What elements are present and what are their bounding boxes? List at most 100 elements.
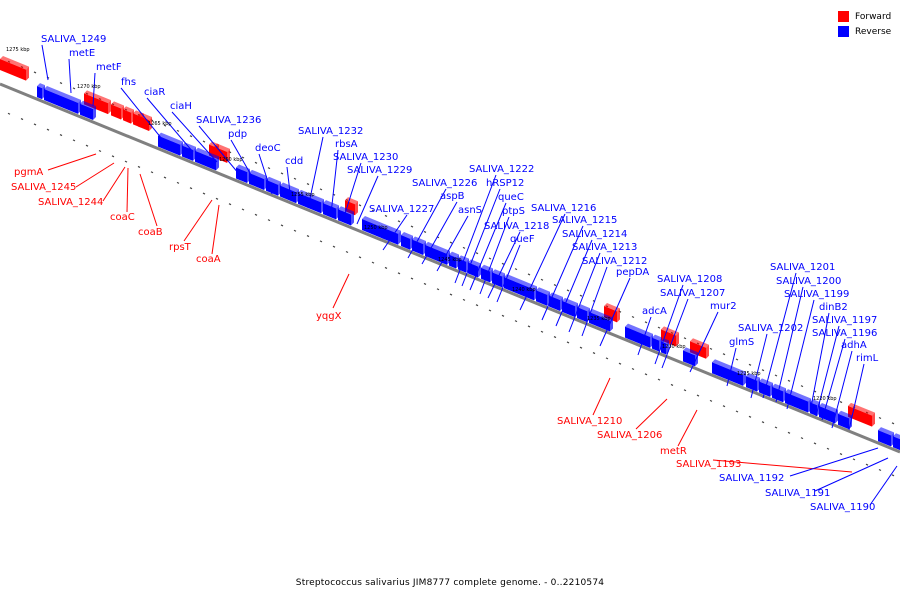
gene-label-SALIVA_1227: SALIVA_1227 [369,204,434,215]
tick-mark-lower [436,288,440,291]
tick-mark-upper [371,209,375,212]
gene-label-pdp: pdp [228,129,247,140]
tick-mark-upper [397,220,401,223]
tick-mark-lower [345,250,349,254]
tick-mark-upper [735,358,739,361]
tick-mark-upper [176,129,180,132]
gene-label-SALIVA_1191: SALIVA_1191 [765,488,830,499]
gene-label-fhs: fhs [121,77,136,88]
tick-label: 1220 kbp [813,396,837,402]
tick-mark-lower [774,426,778,429]
gene-leader-line [568,252,601,333]
tick-mark-lower [7,112,11,115]
tick-mark-lower [735,410,739,413]
gene-label-SALIVA_1215: SALIVA_1215 [552,215,617,226]
tick-mark-lower [20,118,24,121]
legend-item-reverse: Reverse [838,24,891,39]
tick-mark-upper [306,183,310,186]
gene-label-SALIVA_1222: SALIVA_1222 [469,164,534,175]
gene-leader-line [407,188,447,259]
tick-mark-upper [293,177,297,180]
tick-mark-upper [241,156,245,159]
tick-mark-lower [644,373,648,376]
reverse-gene-block [785,389,811,413]
gene-leader-line [120,87,167,145]
gene-label-SALIVA_1245: SALIVA_1245 [11,182,76,193]
gene-label-SALIVA_1216: SALIVA_1216 [531,203,596,214]
gene-leader-line [382,214,408,251]
tick-mark-lower [514,320,518,323]
tick-mark-lower [618,362,622,365]
tick-mark-lower [59,134,63,137]
tick-mark-lower [72,139,76,142]
tick-mark-lower [202,192,206,195]
gene-label-rbsA: rbsA [335,139,358,150]
forward-gene-block [111,101,124,120]
tick-mark-upper [644,321,648,324]
gene-label-SALIVA_1236: SALIVA_1236 [196,115,261,126]
tick-mark-lower [85,144,89,147]
gene-label-SALIVA_1190: SALIVA_1190 [810,502,875,513]
tick-mark-upper [59,82,63,85]
tick-mark-lower [189,187,193,190]
tick-mark-lower [670,383,674,386]
gene-leader-line [183,199,213,242]
gene-leader-line [258,153,273,195]
gene-leader-line [775,286,804,403]
tick-mark-lower [501,314,505,317]
tick-mark-lower [683,389,687,392]
gene-leader-line [786,299,815,410]
tick-mark-lower [566,341,570,344]
tick-mark-upper [267,167,271,170]
tick-mark-lower [787,431,791,434]
tick-mark-lower [33,123,37,126]
tick-mark-upper [280,172,284,175]
gene-leader-line [814,457,889,492]
tick-mark-lower [540,330,544,333]
gene-label-dinB2: dinB2 [819,302,848,313]
gene-label-aspB: aspB [440,191,465,202]
tick-label: 1240 kbp [512,287,536,293]
gene-label-SALIVA_1244: SALIVA_1244 [38,197,103,208]
tick-mark-upper [540,278,544,281]
tick-mark-lower [761,421,765,424]
tick-mark-upper [475,252,479,255]
reverse-gene-block [37,83,45,100]
gene-label-rimL: rimL [856,353,879,364]
gene-label-SALIVA_1213: SALIVA_1213 [572,242,637,253]
tick-mark-lower [657,378,661,381]
tick-mark-lower [826,447,830,450]
reverse-gene-block [362,216,401,245]
reverse-gene-block [589,308,613,332]
gene-leader-line [487,231,521,299]
reverse-gene-block [712,359,746,386]
tick-mark-lower [98,149,102,153]
gene-label-SALIVA_1201: SALIVA_1201 [770,262,835,273]
tick-mark-upper [423,230,427,233]
gene-leader-line [92,72,96,107]
tick-label: 1260 kbp [219,157,243,163]
gene-label-SALIVA_1196: SALIVA_1196 [812,328,877,339]
gene-leader-line [789,447,879,477]
reverse-gene-block [819,402,838,424]
reverse-gene-block [338,206,354,226]
tick-mark-upper [566,289,570,292]
gene-label-cdd: cdd [285,156,303,167]
tick-mark-lower [605,357,609,360]
gene-leader-line [661,298,689,369]
forward-gene-block [123,106,134,124]
tick-mark-lower [124,160,128,163]
gene-leader-line [356,175,379,225]
tick-mark-lower [462,298,466,301]
tick-mark-lower [332,245,336,248]
gene-leader-line [496,244,521,303]
tick-mark-upper [787,379,791,382]
gene-label-queC: queC [498,192,524,203]
tick-mark-lower [488,309,492,312]
tick-mark-lower [800,437,804,440]
gene-leader-line [821,338,846,421]
gene-block-layer [0,56,900,451]
gene-label-SALIVA_1210: SALIVA_1210 [557,416,622,427]
forward-gene-block [690,338,709,359]
gene-label-SALIVA_1193: SALIVA_1193 [676,459,741,470]
